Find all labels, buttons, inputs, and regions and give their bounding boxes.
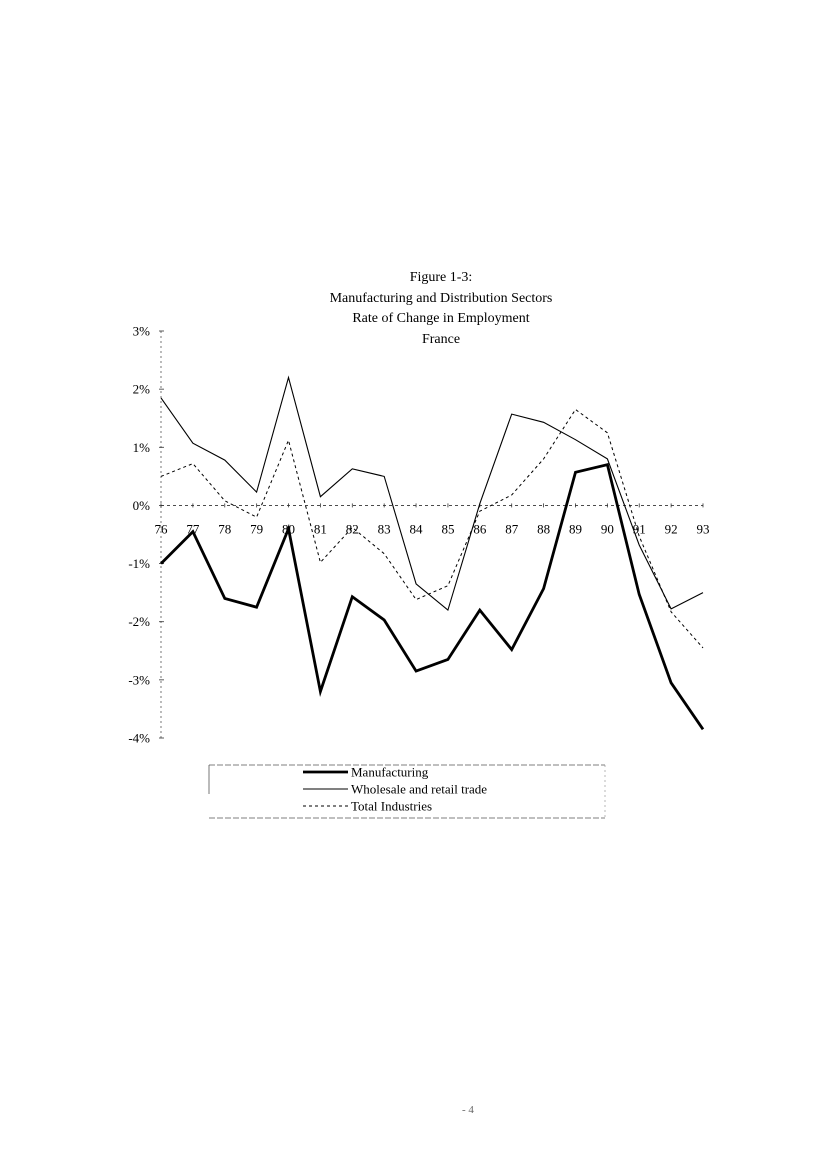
chart-title: Figure 1-3: Manufacturing and Distributio… bbox=[330, 270, 553, 347]
y-tick-label: -3% bbox=[128, 672, 150, 687]
x-tick-label: 83 bbox=[378, 521, 391, 536]
chart-title-line-2: Manufacturing and Distribution Sectors bbox=[330, 291, 553, 306]
x-tick-label: 77 bbox=[186, 521, 200, 536]
x-tick-label: 79 bbox=[250, 521, 263, 536]
y-tick-label: -4% bbox=[128, 731, 150, 746]
chart-title-line-3: Rate of Change in Employment bbox=[352, 311, 529, 326]
legend-label-3: Total Industries bbox=[351, 799, 432, 814]
x-tick-label: 93 bbox=[697, 521, 710, 536]
x-tick-label: 81 bbox=[314, 521, 327, 536]
x-tick-label: 78 bbox=[218, 521, 231, 536]
y-tick-label: 2% bbox=[133, 382, 151, 397]
chart-title-line-4: France bbox=[422, 332, 460, 347]
x-tick-label: 88 bbox=[537, 521, 550, 536]
series-line-2 bbox=[160, 375, 704, 612]
chart-title-line-1: Figure 1-3: bbox=[410, 270, 473, 285]
series-line-1 bbox=[160, 463, 705, 731]
x-tick-label: 90 bbox=[601, 521, 614, 536]
chart-legend: Manufacturing Wholesale and retail trade T… bbox=[208, 765, 606, 819]
x-tick-label: 82 bbox=[346, 521, 359, 536]
series-line-3 bbox=[160, 408, 704, 649]
chart-series bbox=[160, 375, 705, 731]
page-number: - 4 bbox=[462, 1104, 474, 1116]
x-tick-label: 87 bbox=[505, 521, 519, 536]
x-tick-label: 85 bbox=[441, 521, 454, 536]
chart-axes: 3%2%1%0%-1%-2%-3%-4%76 77 78 79 80 81 82 83 84 85… bbox=[128, 324, 709, 746]
x-tick-label: 89 bbox=[569, 521, 582, 536]
y-tick-label: 3% bbox=[133, 324, 151, 339]
y-tick-label: 0% bbox=[133, 498, 151, 513]
y-tick-label: 1% bbox=[133, 440, 151, 455]
x-tick-label: 76 bbox=[155, 521, 169, 536]
x-tick-label: 86 bbox=[473, 521, 487, 536]
x-tick-label: 92 bbox=[665, 521, 678, 536]
legend-label-1: Manufacturing bbox=[351, 765, 429, 780]
y-tick-label: -1% bbox=[128, 556, 150, 571]
y-tick-label: -2% bbox=[128, 614, 150, 629]
legend-label-2: Wholesale and retail trade bbox=[351, 782, 487, 797]
x-tick-label: 91 bbox=[633, 521, 646, 536]
x-tick-label: 84 bbox=[410, 521, 424, 536]
